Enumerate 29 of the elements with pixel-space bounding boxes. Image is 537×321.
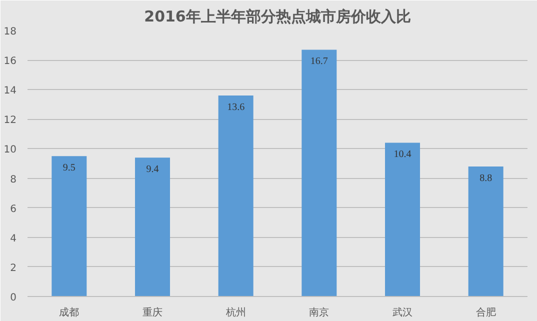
data-label: 13.6 — [227, 102, 245, 113]
data-label: 16.7 — [310, 56, 328, 68]
bar — [52, 156, 87, 296]
x-tick-label: 成都 — [59, 306, 80, 318]
y-tick-label: 0 — [10, 292, 17, 304]
bar — [302, 50, 337, 296]
y-tick-label: 4 — [10, 233, 17, 244]
chart-title: 2016年上半年部分热点城市房价收入比 — [144, 8, 411, 26]
bar — [468, 166, 504, 296]
x-tick-label: 重庆 — [142, 306, 162, 318]
y-tick-label: 10 — [4, 144, 17, 156]
y-tick-label: 2 — [10, 262, 17, 274]
x-tick-label: 合肥 — [476, 306, 496, 318]
x-tick-label: 杭州 — [224, 306, 246, 318]
bar — [385, 142, 420, 296]
bar — [135, 158, 170, 296]
data-label: 8.8 — [480, 172, 492, 184]
data-label: 9.5 — [62, 162, 76, 174]
x-tick-label: 南京 — [309, 306, 330, 318]
x-tick-label: 武汉 — [392, 306, 412, 318]
data-label: 9.4 — [146, 164, 159, 175]
y-tick-label: 18 — [4, 26, 17, 38]
y-tick-label: 14 — [4, 86, 17, 97]
y-tick-label: 8 — [10, 174, 17, 186]
y-tick-label: 16 — [4, 56, 17, 68]
y-tick-label: 6 — [10, 204, 17, 215]
data-label: 10.4 — [394, 149, 412, 160]
bar — [218, 96, 254, 296]
y-tick-label: 12 — [4, 115, 17, 126]
